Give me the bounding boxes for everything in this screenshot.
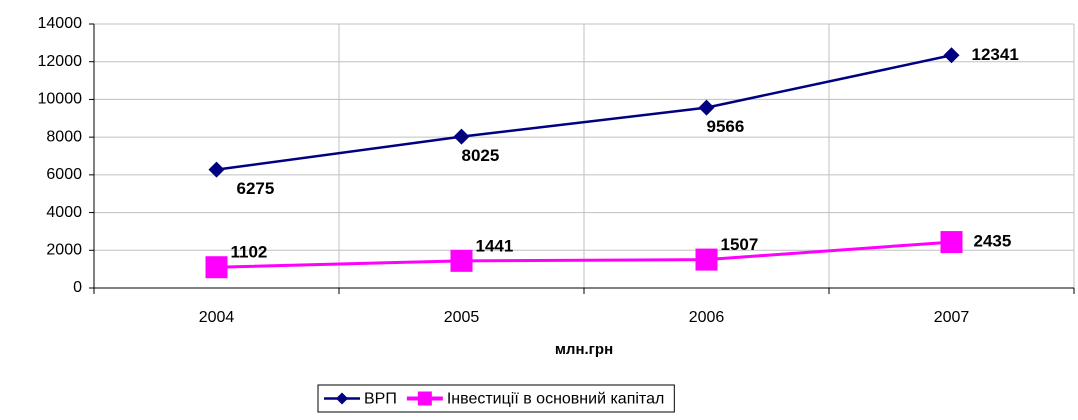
y-tick-label: 2000: [46, 242, 82, 259]
data-point: [208, 161, 225, 178]
y-tick-label: 4000: [46, 204, 82, 221]
data-label: 6275: [237, 179, 275, 198]
legend-box: [317, 384, 675, 413]
data-point: [205, 256, 228, 279]
x-axis-label: млн.грн: [555, 341, 613, 358]
data-label: 9566: [707, 117, 745, 136]
y-tick-label: 10000: [38, 91, 83, 108]
data-point: [943, 47, 960, 64]
series-line: [216, 54, 952, 171]
data-label: 1507: [721, 235, 759, 254]
x-tick-label: 2005: [444, 309, 480, 326]
y-tick-label: 6000: [46, 166, 82, 183]
data-point: [940, 231, 963, 254]
y-tick-label: 0: [73, 279, 82, 296]
series-line: [216, 240, 952, 269]
y-tick-label: 8000: [46, 128, 82, 145]
legend-label: ВРП: [364, 391, 397, 408]
data-label: 1441: [476, 236, 514, 255]
y-tick-label: 12000: [38, 53, 83, 70]
data-point: [450, 249, 473, 272]
y-tick-label: 14000: [38, 15, 83, 32]
data-point: [698, 99, 715, 116]
x-tick-label: 2004: [199, 309, 235, 326]
data-point: [695, 248, 718, 271]
data-point: [453, 128, 470, 145]
data-label: 2435: [974, 232, 1012, 251]
data-label: 12341: [972, 45, 1019, 64]
legend-marker: [336, 392, 348, 405]
data-label: 8025: [462, 146, 500, 165]
data-label: 1102: [231, 243, 268, 262]
legend-label: Інвестиції в основний капітал: [447, 391, 664, 408]
x-tick-label: 2006: [689, 309, 725, 326]
x-tick-label: 2007: [934, 309, 970, 326]
legend-marker: [417, 391, 432, 406]
